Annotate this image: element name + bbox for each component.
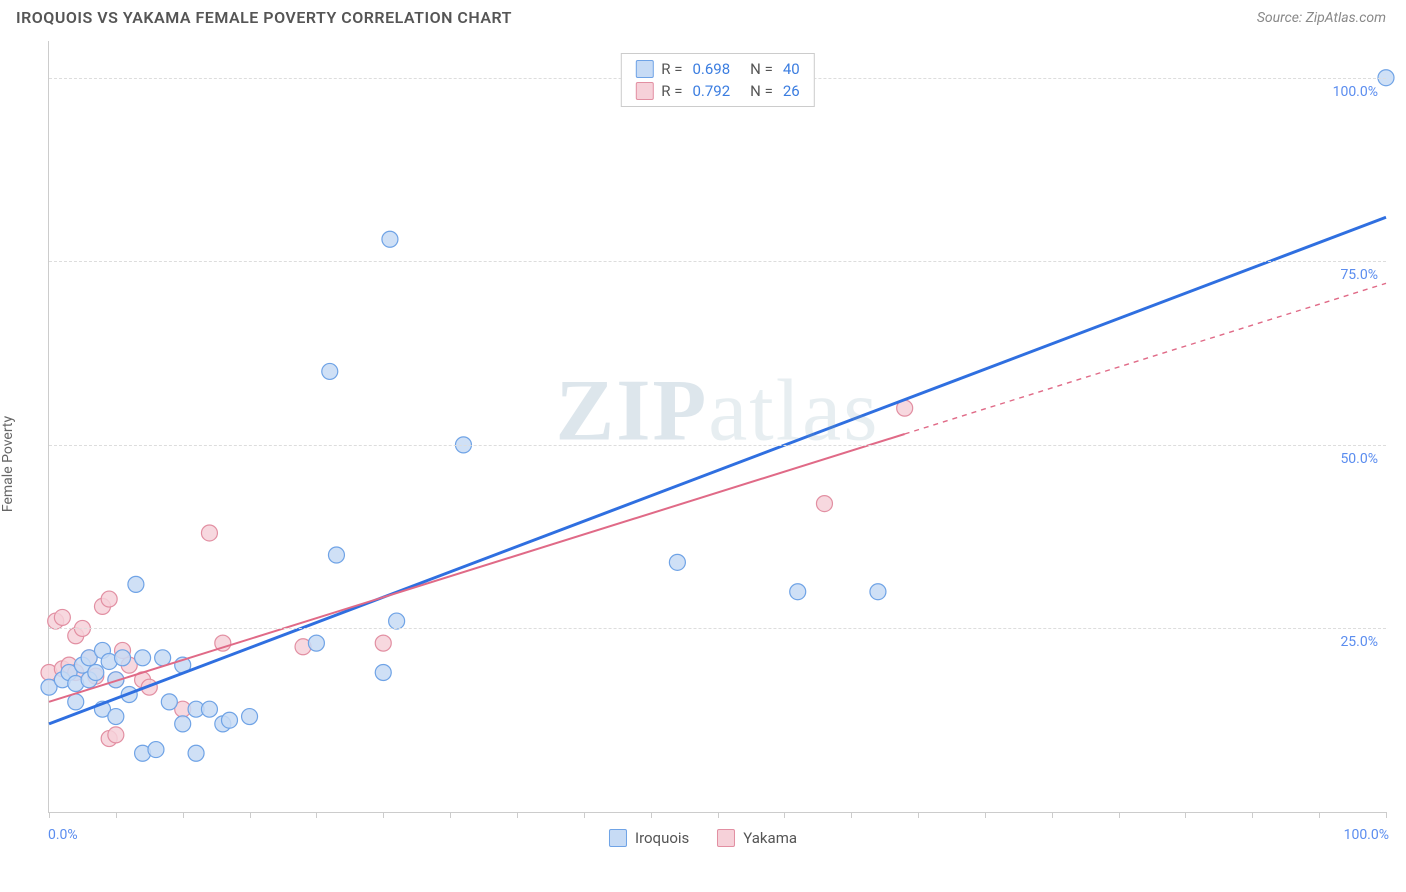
- legend-series-name: Iroquois: [635, 829, 689, 847]
- trend-line: [49, 434, 905, 702]
- xtick: [49, 812, 50, 818]
- data-point: [175, 716, 191, 732]
- scatter-svg: [49, 41, 1386, 812]
- legend-swatch: [635, 82, 653, 100]
- xtick: [316, 812, 317, 818]
- xtick: [116, 812, 117, 818]
- xtick: [1252, 812, 1253, 818]
- data-point: [115, 650, 131, 666]
- data-point: [161, 694, 177, 710]
- ytick-label: 75.0%: [1340, 267, 1378, 283]
- data-point: [188, 745, 204, 761]
- data-point: [148, 742, 164, 758]
- chart-title: IROQUOIS VS YAKAMA FEMALE POVERTY CORREL…: [16, 8, 512, 27]
- gridline-h: [49, 445, 1386, 446]
- xtick: [1185, 812, 1186, 818]
- xtick: [584, 812, 585, 818]
- data-point: [101, 591, 117, 607]
- data-point: [201, 525, 217, 541]
- xtick: [1119, 812, 1120, 818]
- trend-line: [49, 217, 1386, 724]
- trend-line-dashed: [905, 283, 1386, 434]
- data-point: [375, 635, 391, 651]
- legend-series-name: Yakama: [743, 829, 797, 847]
- plot-area: ZIPatlas R = 0.698 N = 40 R = 0.792 N = …: [48, 41, 1386, 813]
- legend-r-label: R =: [661, 60, 682, 78]
- data-point: [322, 363, 338, 379]
- xtick: [1386, 812, 1387, 818]
- data-point: [870, 584, 886, 600]
- xtick-label: 0.0%: [48, 827, 78, 843]
- data-point: [389, 613, 405, 629]
- data-point: [135, 650, 151, 666]
- ytick-label: 50.0%: [1340, 451, 1378, 467]
- data-point: [108, 709, 124, 725]
- gridline-h: [49, 261, 1386, 262]
- xtick-label: 100.0%: [1344, 827, 1389, 843]
- ytick-label: 25.0%: [1340, 634, 1378, 650]
- legend-r-value: 0.792: [692, 82, 730, 100]
- xtick: [383, 812, 384, 818]
- source-label: Source: ZipAtlas.com: [1257, 10, 1386, 26]
- legend-row: R = 0.698 N = 40: [635, 58, 799, 80]
- data-point: [382, 231, 398, 247]
- data-point: [242, 709, 258, 725]
- data-point: [128, 576, 144, 592]
- chart-container: Female Poverty ZIPatlas R = 0.698 N = 40…: [0, 31, 1406, 881]
- xtick: [784, 812, 785, 818]
- xtick: [250, 812, 251, 818]
- data-point: [108, 727, 124, 743]
- legend-n-label: N =: [750, 82, 773, 100]
- data-point: [375, 664, 391, 680]
- data-point: [669, 554, 685, 570]
- xtick: [985, 812, 986, 818]
- legend-swatch: [609, 829, 627, 847]
- data-point: [221, 712, 237, 728]
- data-point: [88, 664, 104, 680]
- legend-item: Yakama: [717, 829, 797, 847]
- data-point: [201, 701, 217, 717]
- legend-n-value: 26: [783, 82, 800, 100]
- legend-n-label: N =: [750, 60, 773, 78]
- xtick: [183, 812, 184, 818]
- data-point: [54, 609, 70, 625]
- legend-swatch: [717, 829, 735, 847]
- xtick: [1319, 812, 1320, 818]
- xtick: [718, 812, 719, 818]
- series-legend: Iroquois Yakama: [609, 829, 797, 847]
- data-point: [816, 496, 832, 512]
- xtick: [651, 812, 652, 818]
- ytick-label: 100.0%: [1333, 84, 1378, 100]
- data-point: [790, 584, 806, 600]
- data-point: [308, 635, 324, 651]
- legend-item: Iroquois: [609, 829, 689, 847]
- data-point: [328, 547, 344, 563]
- legend-r-label: R =: [661, 82, 682, 100]
- xtick: [918, 812, 919, 818]
- xtick: [517, 812, 518, 818]
- legend-r-value: 0.698: [692, 60, 730, 78]
- legend-n-value: 40: [783, 60, 800, 78]
- y-axis-label: Female Poverty: [0, 416, 16, 512]
- gridline-h: [49, 628, 1386, 629]
- data-point: [155, 650, 171, 666]
- correlation-legend: R = 0.698 N = 40 R = 0.792 N = 26: [620, 53, 814, 107]
- xtick: [1052, 812, 1053, 818]
- xtick: [450, 812, 451, 818]
- xtick: [851, 812, 852, 818]
- legend-swatch: [635, 60, 653, 78]
- legend-row: R = 0.792 N = 26: [635, 80, 799, 102]
